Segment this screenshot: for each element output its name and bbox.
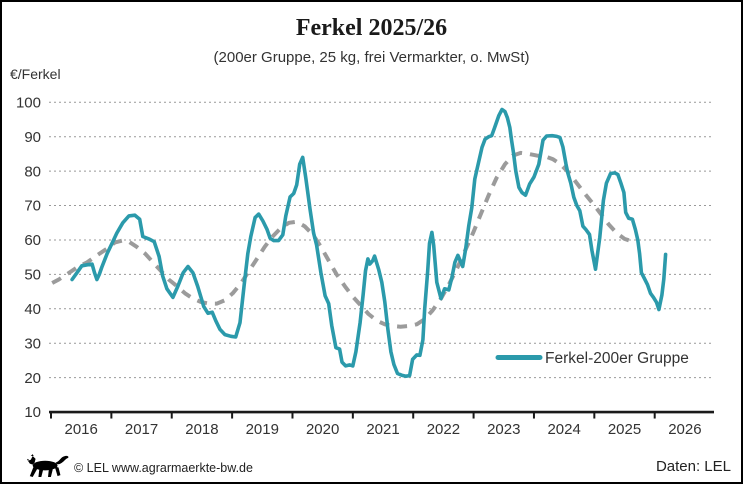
y-tick-label-60: 60 [24,232,41,249]
chart-title: Ferkel 2025/26 [295,15,448,41]
x-tick-label-2016: 2016 [64,421,97,438]
series-line-ferkel-200er [70,107,668,379]
x-tick-label-2017: 2017 [125,421,158,438]
gridlines [49,101,714,379]
x-axis: 2016 2017 2018 2019 2020 2021 2022 2023 2024 2025… [49,410,714,438]
x-tick-label-2026: 2026 [668,421,701,438]
y-tick-label-70: 70 [24,198,41,215]
x-tick-label-2021: 2021 [366,421,399,438]
y-tick-label-20: 20 [24,370,41,387]
y-tick-label-40: 40 [24,301,41,318]
y-tick-label-80: 80 [24,163,41,180]
data-series [51,107,668,379]
legend: Ferkel-200er Gruppe [495,350,689,367]
chart-subtitle: (200er Gruppe, 25 kg, frei Vermarkter, o… [213,49,530,66]
y-axis-unit-label: €/Ferkel [10,66,61,82]
copyright-text: © LEL www.agrarmaerkte-bw.de [74,461,253,475]
x-tick-label-2018: 2018 [185,421,218,438]
x-tick-label-2020: 2020 [306,421,339,438]
x-tick-label-2024: 2024 [547,421,580,438]
y-tick-label-50: 50 [24,267,41,284]
x-tick-label-2025: 2025 [608,421,641,438]
y-axis-tick-labels: 10 20 30 40 50 60 70 80 90 100 [16,95,41,422]
data-source-text: Daten: LEL [655,458,731,475]
x-tick-label-2023: 2023 [487,421,520,438]
lel-lion-logo-icon [26,454,69,478]
y-tick-label-30: 30 [24,335,41,352]
y-tick-label-100: 100 [16,95,41,112]
y-tick-label-10: 10 [24,404,41,421]
legend-label: Ferkel-200er Gruppe [545,350,689,367]
y-tick-label-90: 90 [24,129,41,146]
x-tick-label-2019: 2019 [246,421,279,438]
x-tick-label-2022: 2022 [427,421,460,438]
